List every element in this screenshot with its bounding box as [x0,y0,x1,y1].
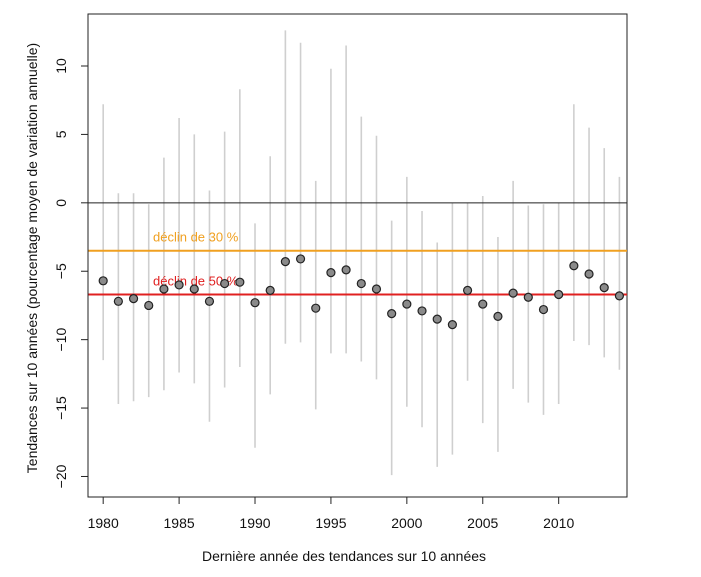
data-point [204,296,215,306]
x-tick-label: 1985 [164,515,195,531]
data-point [174,280,184,290]
reference-lines: déclin de 30 % déclin de 50 % [88,202,627,296]
data-point [341,265,351,275]
data-point [462,285,473,295]
y-axis: 10 5 0 −5 −10 −15 −20 [53,58,89,488]
data-point [599,283,609,293]
data-point [447,319,457,330]
x-tick-label: 2005 [467,515,498,531]
data-point [478,299,488,309]
error-bars [102,30,621,476]
x-axis-title: Dernière année des tendances sur 10 anné… [202,548,486,564]
data-point [189,284,199,294]
data-point [98,276,108,286]
y-tick-label: −10 [53,328,69,352]
reference-line-label: déclin de 50 % [153,273,239,288]
plot-frame [87,13,628,498]
data-point [280,257,290,267]
data-point [523,292,533,302]
y-tick-label: −15 [53,396,69,420]
y-axis-title: Tendances sur 10 années (pourcentage moy… [24,43,40,473]
x-tick-label: 2000 [391,515,422,531]
y-tick-label: −20 [53,464,69,488]
data-point [159,284,169,294]
data-point [356,278,366,289]
data-point [584,269,594,279]
data-point [614,291,625,301]
x-tick-label: 2010 [543,515,574,531]
data-point [220,278,230,289]
y-tick-label: 10 [53,58,69,74]
data-point [128,294,139,304]
data-point [265,285,275,295]
y-tick-label: −5 [53,263,69,279]
data-point [402,299,412,309]
x-tick-label: 1990 [239,515,270,531]
data-point [432,314,442,324]
data-point [371,284,382,294]
reference-line-label: déclin de 30 % [153,230,239,245]
data-point [417,306,427,316]
data-point [326,268,336,278]
data-point [508,288,518,298]
data-point [387,309,397,319]
x-axis: 1980 1985 1990 1995 2000 2005 2010 [88,496,574,531]
y-tick-label: 0 [53,199,69,207]
x-tick-label: 1995 [315,515,346,531]
data-point [311,303,321,313]
y-tick-label: 5 [53,130,69,138]
data-point [113,296,123,306]
data-point [250,298,260,308]
data-point [569,261,579,271]
data-point [295,254,306,264]
data-point [493,311,503,321]
data-points [98,254,625,330]
data-point [144,300,154,311]
data-point [554,289,564,300]
x-tick-label: 1980 [88,515,119,531]
data-point [235,277,245,287]
data-point [538,304,549,315]
